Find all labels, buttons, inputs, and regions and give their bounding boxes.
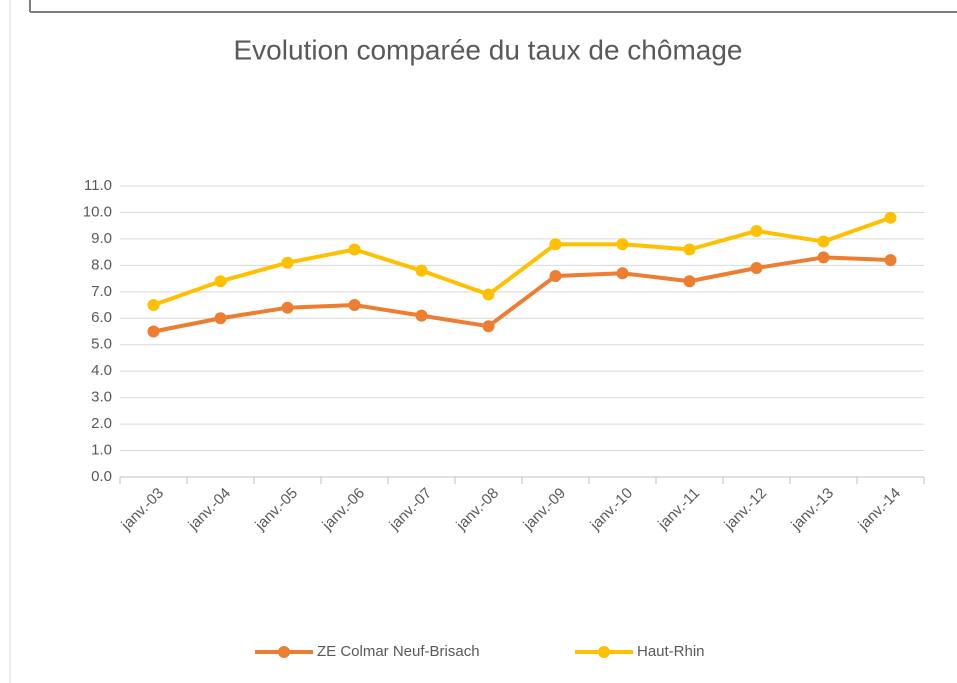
data-point	[616, 238, 629, 251]
data-point	[281, 256, 294, 269]
data-point	[214, 275, 227, 288]
data-point	[482, 288, 495, 301]
data-point	[549, 269, 562, 282]
data-point	[147, 299, 160, 312]
y-tick-label: 10.0	[83, 203, 112, 220]
data-point	[817, 235, 830, 248]
y-tick-label: 9.0	[91, 230, 112, 247]
x-tick-label: janv.-13	[787, 485, 837, 535]
data-point	[750, 262, 763, 275]
x-tick-label: janv.-08	[452, 485, 502, 535]
y-tick-label: 3.0	[91, 389, 112, 406]
chart-title: Evolution comparée du taux de chômage	[234, 34, 743, 65]
data-point	[482, 320, 495, 333]
y-tick-label: 0.0	[91, 468, 112, 485]
y-tick-label: 11.0	[84, 177, 112, 194]
legend-label: ZE Colmar Neuf-Brisach	[317, 643, 480, 660]
data-point	[683, 275, 696, 288]
x-tick-label: janv.-03	[117, 485, 167, 535]
data-point	[683, 243, 696, 256]
series-line	[152, 215, 892, 307]
x-tick-label: janv.-05	[251, 485, 301, 535]
data-point	[415, 309, 428, 322]
y-tick-label: 6.0	[91, 309, 112, 326]
data-point	[147, 325, 160, 338]
data-point	[884, 254, 897, 267]
y-tick-label: 2.0	[91, 415, 112, 432]
x-tick-label: janv.-10	[586, 485, 636, 535]
data-point	[750, 224, 763, 237]
legend-marker	[598, 646, 610, 658]
data-point	[817, 251, 830, 264]
data-point	[884, 211, 897, 224]
y-tick-label: 7.0	[91, 283, 112, 300]
y-tick-label: 4.0	[91, 362, 112, 379]
y-tick-label: 8.0	[91, 256, 112, 273]
data-point	[348, 243, 361, 256]
x-tick-label: janv.-07	[385, 485, 435, 535]
y-tick-label: 5.0	[91, 336, 112, 353]
series-line	[153, 255, 891, 334]
x-tick-label: janv.-14	[854, 485, 904, 535]
x-tick-label: janv.-04	[184, 485, 234, 535]
data-point	[549, 238, 562, 251]
data-point	[214, 312, 227, 325]
legend-label: Haut-Rhin	[637, 643, 705, 660]
x-tick-label: janv.-09	[519, 485, 569, 535]
y-tick-label: 1.0	[91, 442, 112, 459]
data-point	[616, 267, 629, 280]
x-tick-label: janv.-11	[654, 485, 703, 534]
legend-marker	[278, 646, 290, 658]
x-tick-label: janv.-06	[318, 485, 368, 535]
x-tick-label: janv.-12	[720, 485, 770, 535]
data-point	[281, 301, 294, 314]
data-point	[415, 264, 428, 277]
data-point	[348, 299, 361, 312]
